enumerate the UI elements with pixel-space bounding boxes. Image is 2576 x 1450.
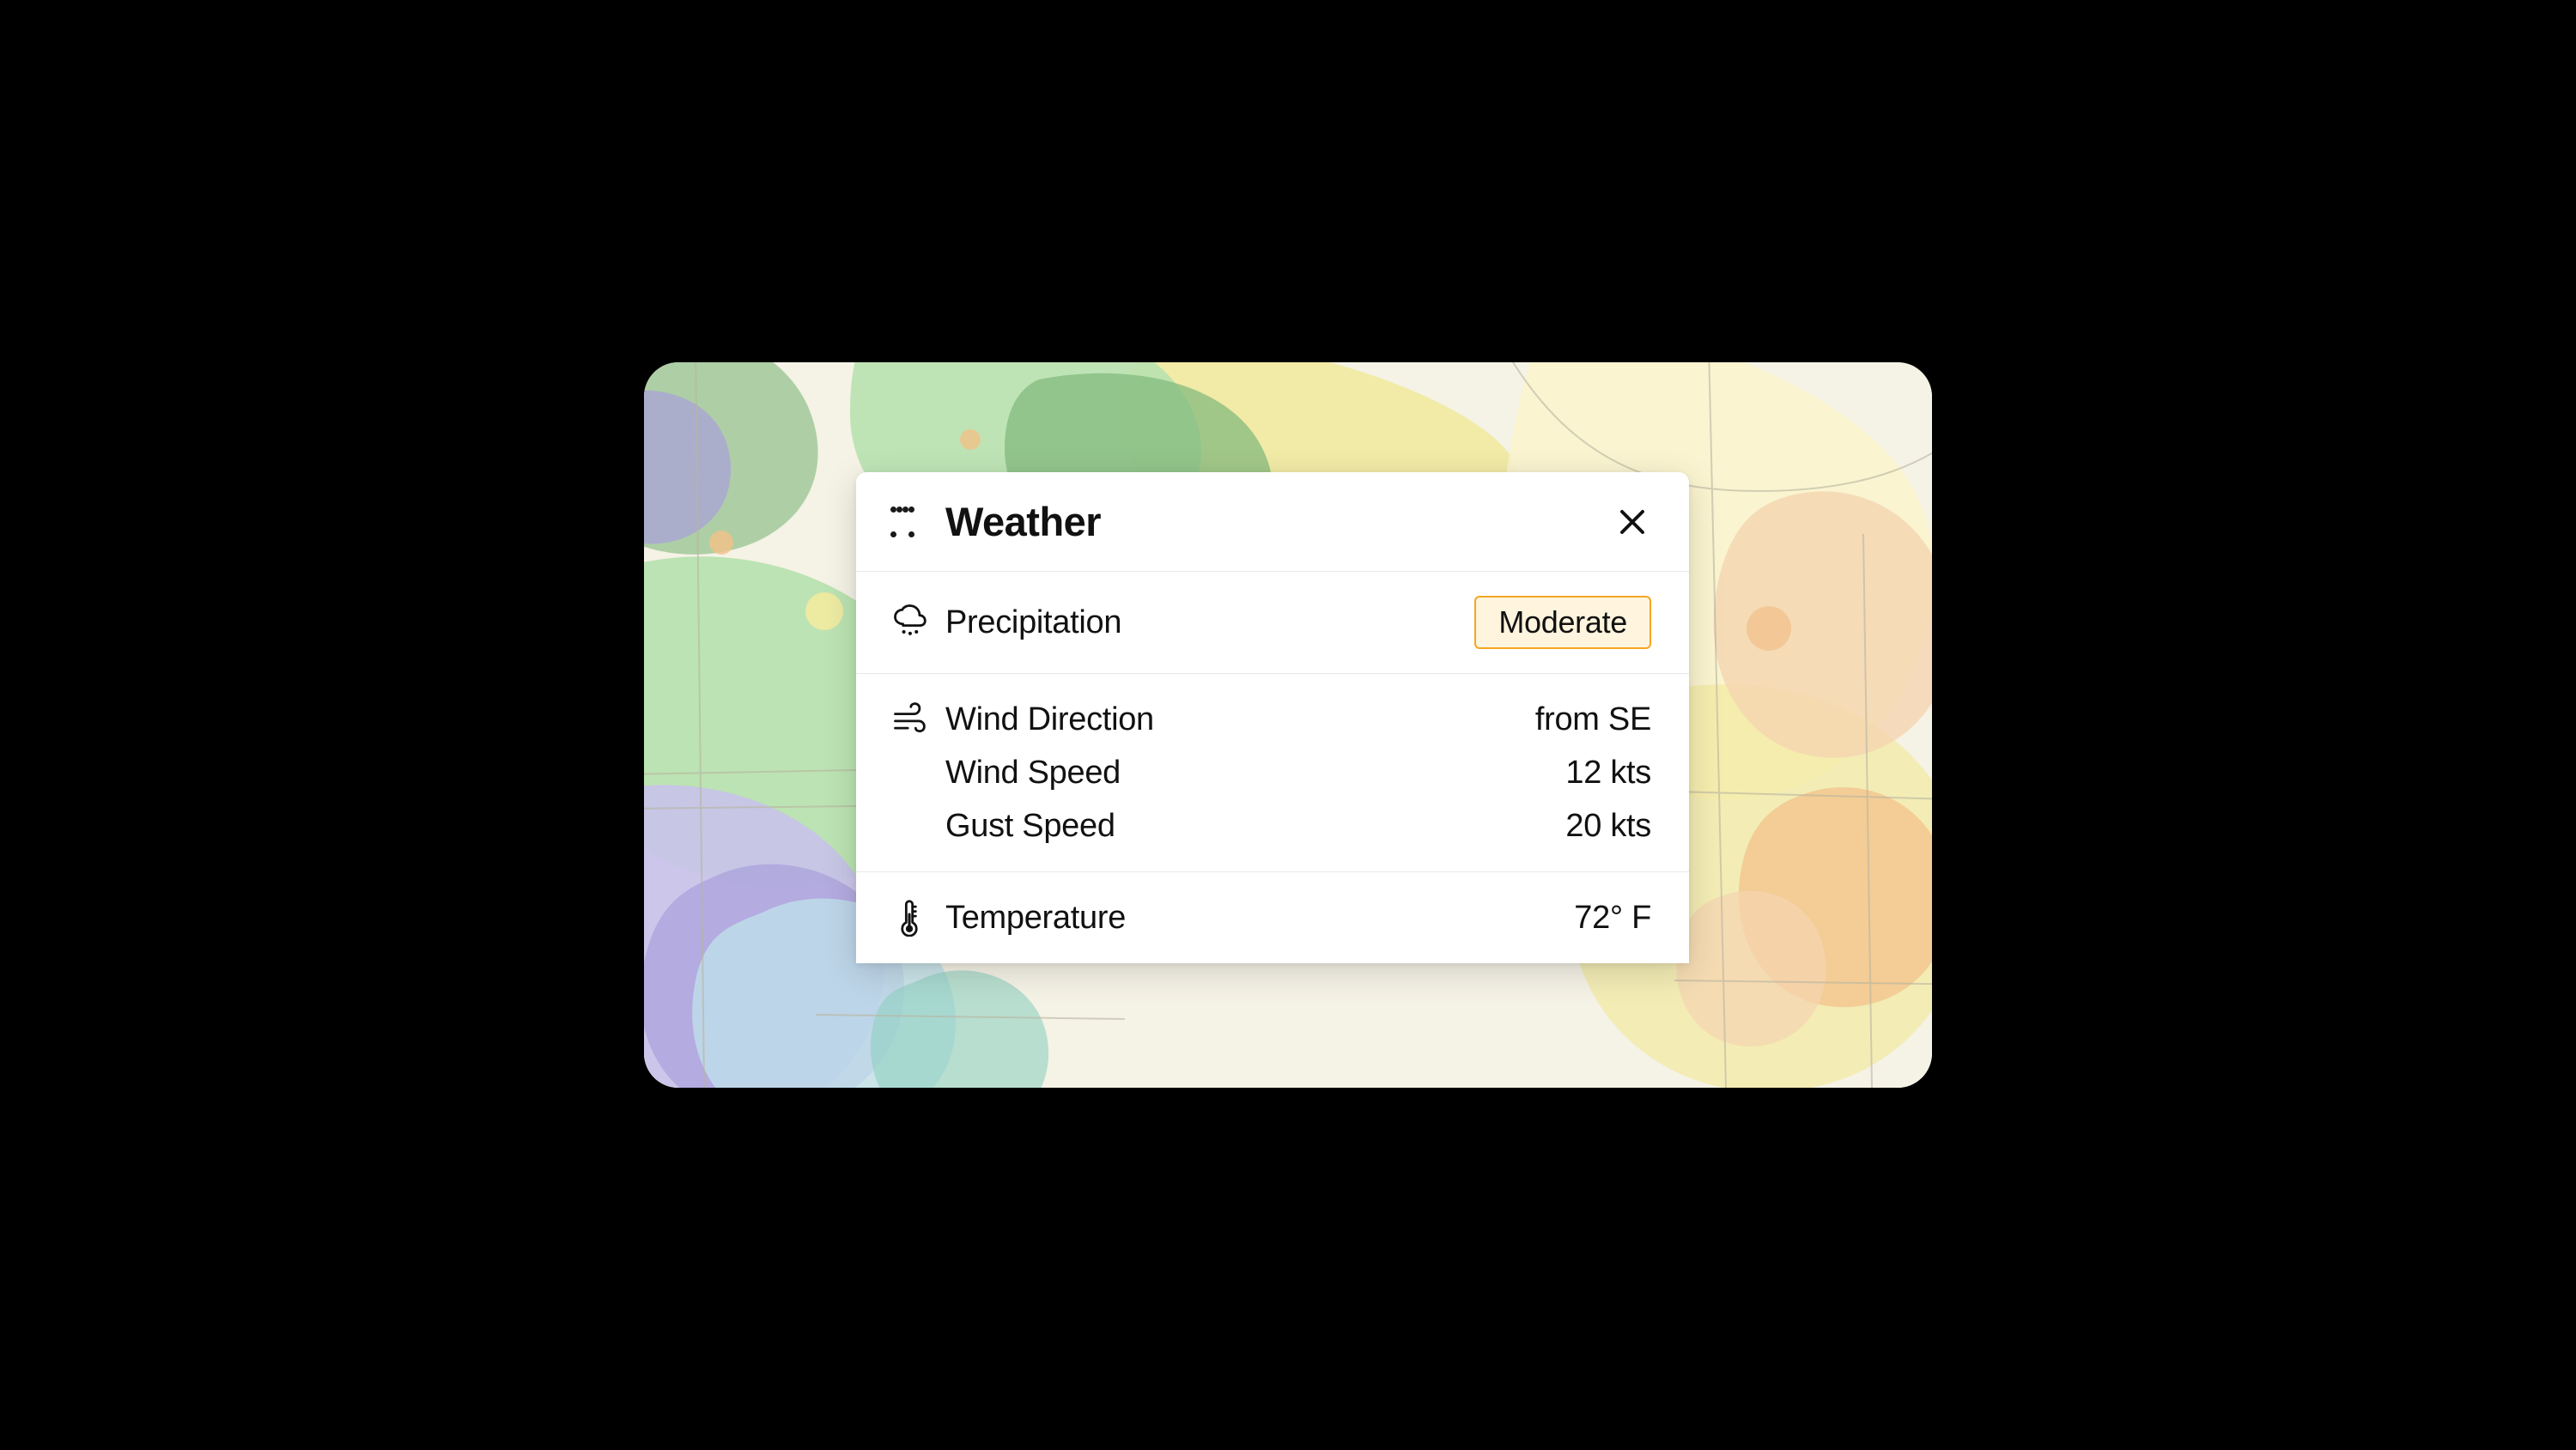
close-button[interactable] xyxy=(1613,503,1651,541)
panel-header: Weather xyxy=(856,472,1689,572)
precipitation-row: Precipitation Moderate xyxy=(890,591,1651,654)
panel-title: Weather xyxy=(945,498,1583,545)
wind-direction-label: Wind Direction xyxy=(945,701,1535,738)
temperature-section: Temperature 72° F xyxy=(856,872,1689,963)
precipitation-value: Moderate xyxy=(1474,596,1651,649)
precipitation-section: Precipitation Moderate xyxy=(856,572,1689,674)
gust-speed-value: 20 kts xyxy=(1565,808,1651,845)
close-icon xyxy=(1617,507,1648,537)
temperature-value: 72° F xyxy=(1574,900,1651,937)
wind-section: Wind Direction from SE Wind Speed 12 kts… xyxy=(856,674,1689,872)
wind-speed-label: Wind Speed xyxy=(945,755,1565,792)
gust-speed-row: Gust Speed 20 kts xyxy=(890,799,1651,852)
app-stage: Weather Precipitation xyxy=(644,362,1932,1088)
gust-speed-label: Gust Speed xyxy=(945,808,1565,845)
thermometer-icon xyxy=(890,899,928,937)
wind-speed-value: 12 kts xyxy=(1565,755,1651,792)
precipitation-icon xyxy=(890,604,928,641)
drag-handle-icon[interactable] xyxy=(890,505,914,539)
wind-speed-row: Wind Speed 12 kts xyxy=(890,746,1651,799)
wind-icon xyxy=(890,701,928,738)
weather-panel: Weather Precipitation xyxy=(856,472,1689,963)
precipitation-badge: Moderate xyxy=(1474,596,1651,649)
temperature-label: Temperature xyxy=(945,900,1574,937)
wind-direction-value: from SE xyxy=(1535,701,1651,738)
temperature-row: Temperature 72° F xyxy=(890,891,1651,944)
precipitation-label: Precipitation xyxy=(945,604,1474,641)
wind-direction-row: Wind Direction from SE xyxy=(890,693,1651,746)
